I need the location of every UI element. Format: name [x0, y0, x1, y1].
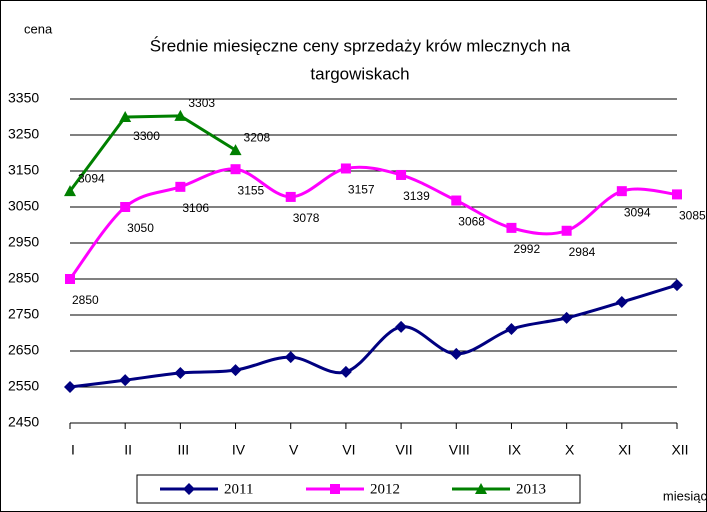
x-tick-label: XI: [618, 442, 631, 458]
marker: [285, 191, 296, 202]
marker: [671, 279, 683, 292]
marker: [505, 323, 518, 336]
series-line: [68, 114, 237, 193]
marker: [560, 311, 573, 324]
y-tick-label: 3050: [8, 198, 39, 214]
series-line: [68, 165, 678, 280]
y-tick-label: 3350: [8, 90, 39, 106]
y-tick-label: 2650: [8, 342, 39, 358]
value-label: 3094: [624, 205, 651, 219]
marker: [615, 296, 628, 309]
y-axis-label: cena: [24, 21, 53, 36]
marker: [506, 222, 517, 233]
x-tick-label: VII: [396, 442, 413, 458]
value-label: 3068: [458, 215, 485, 229]
marker: [616, 186, 627, 197]
marker: [64, 381, 76, 393]
chart-title: targowiskach: [310, 64, 409, 83]
value-label: 3078: [293, 211, 320, 225]
x-tick-label: II: [124, 442, 132, 458]
y-tick-label: 2450: [8, 414, 39, 430]
marker: [395, 320, 408, 333]
marker: [672, 189, 682, 200]
y-tick-label: 2950: [8, 234, 39, 250]
value-label: 3106: [182, 201, 209, 215]
marker: [451, 195, 462, 206]
marker: [229, 144, 242, 156]
marker: [340, 163, 351, 174]
legend-label: 2011: [224, 481, 253, 497]
value-label: 3094: [78, 171, 105, 185]
x-tick-label: III: [178, 442, 190, 458]
chart-title: Średnie miesięczne ceny sprzedaży krów m…: [150, 36, 571, 55]
x-tick-label: VI: [342, 442, 355, 458]
value-label: 3139: [403, 189, 430, 203]
legend-label: 2013: [516, 481, 546, 497]
x-tick-label: I: [71, 442, 75, 458]
marker: [561, 225, 572, 236]
value-label: 3050: [127, 221, 154, 235]
marker: [183, 483, 195, 495]
value-label: 3085: [679, 209, 706, 223]
value-label: 2984: [569, 245, 596, 259]
y-tick-label: 3150: [8, 162, 39, 178]
marker: [284, 351, 297, 364]
x-tick-label: X: [565, 442, 575, 458]
marker: [120, 202, 131, 212]
marker: [230, 164, 241, 175]
x-tick-label: IX: [508, 442, 522, 458]
marker: [229, 364, 242, 377]
value-label: 3157: [348, 183, 375, 197]
marker: [174, 366, 187, 379]
marker: [119, 374, 132, 387]
marker: [174, 109, 187, 121]
value-label: 3300: [133, 129, 160, 143]
x-tick-label: VIII: [449, 442, 470, 458]
value-label: 2992: [513, 242, 540, 256]
y-tick-label: 3250: [8, 126, 39, 142]
marker: [175, 181, 186, 192]
marker: [396, 169, 407, 180]
marker: [64, 185, 76, 197]
x-axis-label: miesiąc: [663, 488, 707, 503]
y-tick-label: 2550: [8, 378, 39, 394]
value-label: 3303: [188, 96, 215, 110]
x-tick-label: V: [289, 442, 299, 458]
x-tick-label: IV: [232, 442, 246, 458]
value-label: 2850: [72, 293, 99, 307]
marker: [65, 274, 75, 284]
marker: [450, 347, 463, 360]
marker: [475, 483, 487, 494]
marker: [119, 111, 132, 122]
y-tick-label: 2750: [8, 306, 39, 322]
x-tick-label: XII: [671, 442, 688, 458]
value-label: 3155: [238, 183, 265, 197]
value-label: 3208: [244, 130, 271, 144]
y-tick-label: 2850: [8, 270, 39, 286]
legend-label: 2012: [370, 481, 400, 497]
marker: [330, 484, 340, 494]
marker: [339, 365, 352, 378]
